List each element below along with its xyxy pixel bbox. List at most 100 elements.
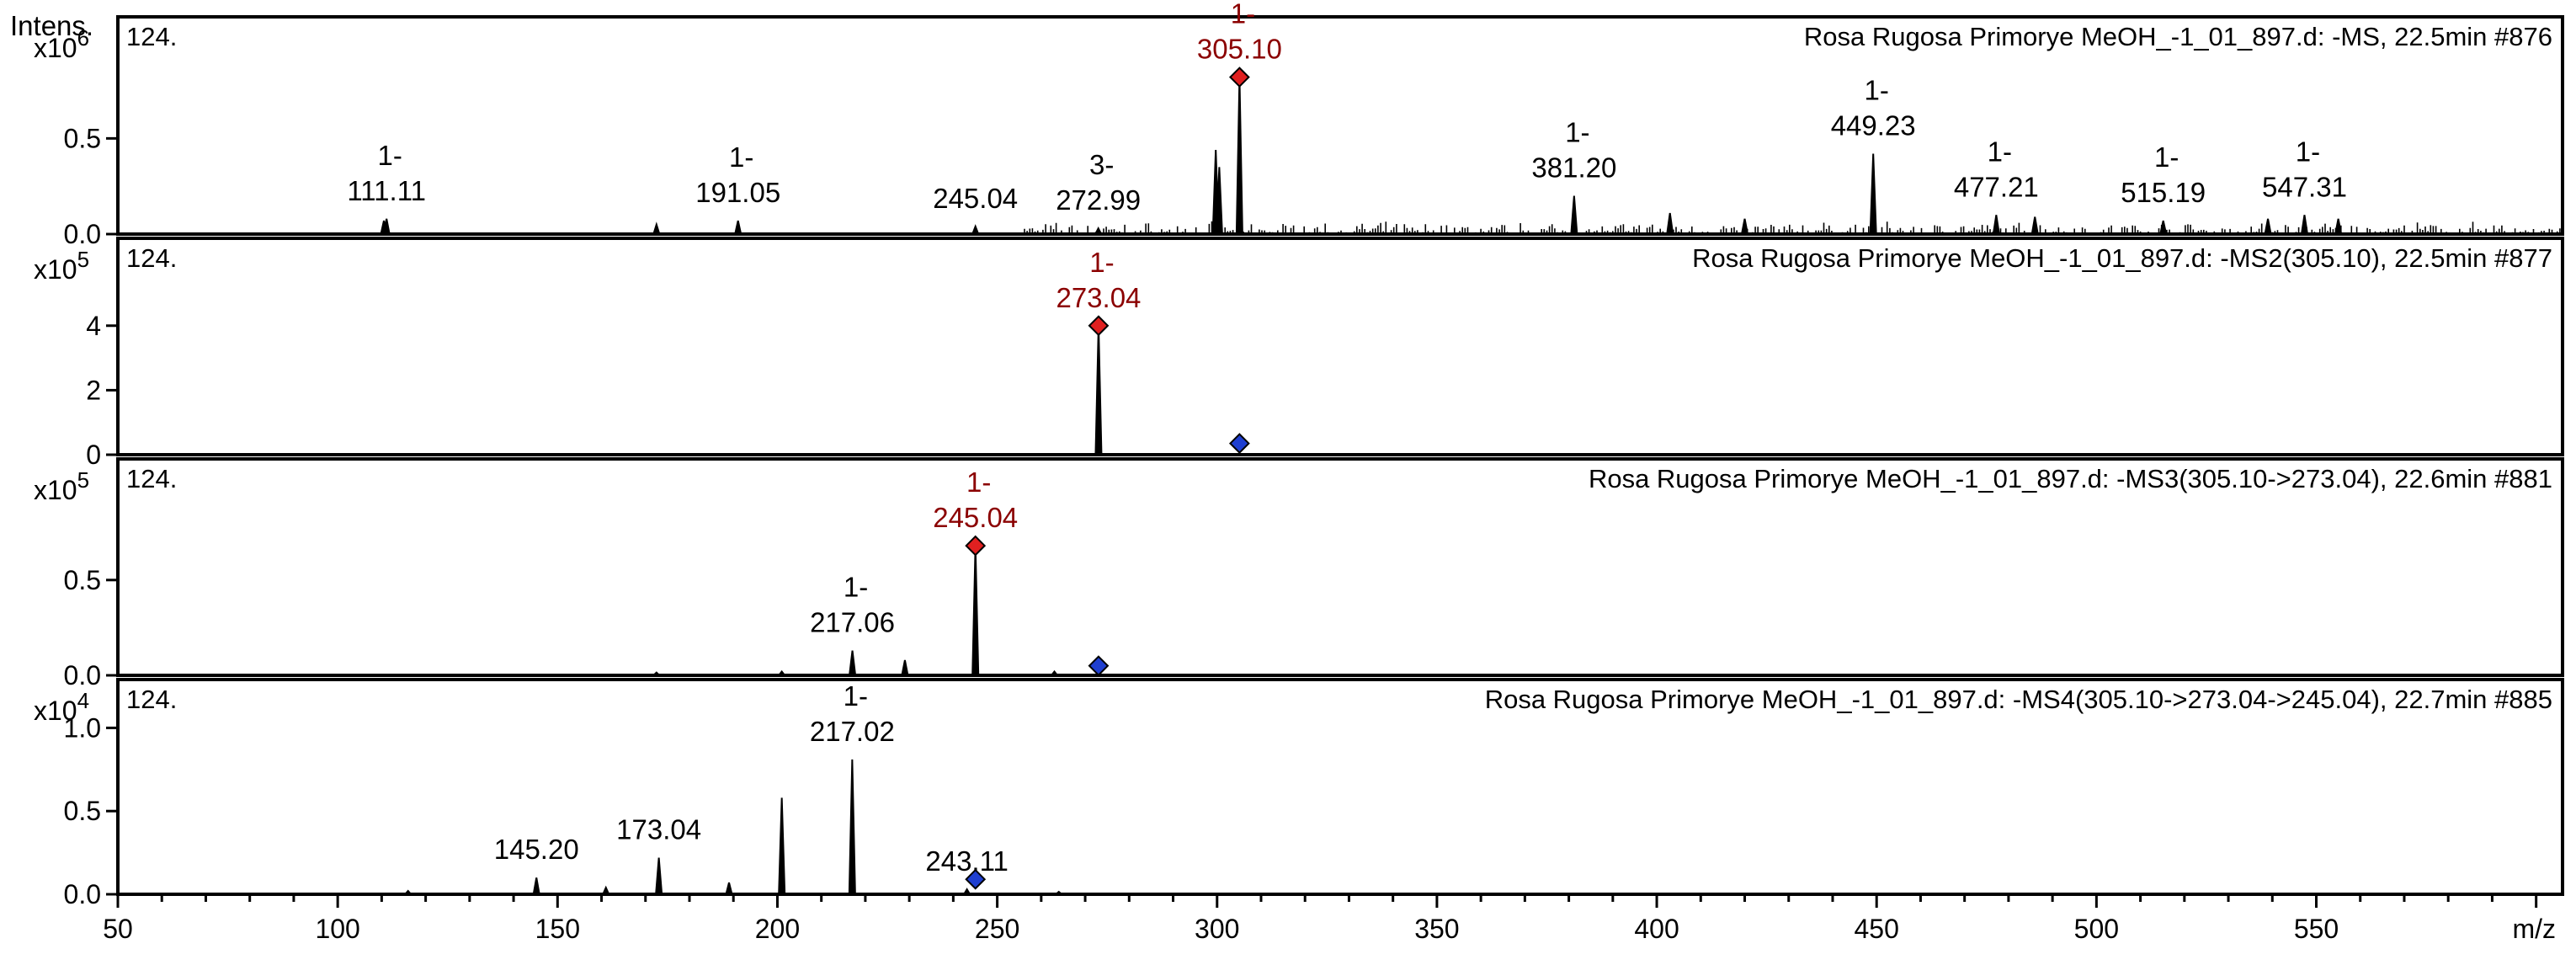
peak-label-MS: 272.99 bbox=[1056, 184, 1141, 216]
precursor-marker-MS bbox=[1228, 67, 1250, 88]
peak-label-MS3: 217.06 bbox=[810, 607, 895, 638]
charge-label-MS: 1- bbox=[1988, 136, 2012, 167]
peak-label-MS2: 273.04 bbox=[1056, 282, 1141, 313]
charge-label-MS: 1- bbox=[2296, 136, 2320, 167]
peak-MS4 bbox=[601, 885, 610, 895]
peak-MS bbox=[2334, 218, 2343, 235]
peak-label-MS4: 145.20 bbox=[494, 834, 579, 865]
peak-MS3 bbox=[777, 669, 787, 676]
panel-frame-MS2 bbox=[116, 237, 2564, 456]
peak-MS2 bbox=[1094, 325, 1103, 456]
peak-label-MS: 547.31 bbox=[2262, 171, 2347, 202]
charge-label-MS: 3- bbox=[1089, 149, 1114, 180]
peak-MS bbox=[2158, 220, 2168, 235]
peak-MS bbox=[1235, 77, 1243, 235]
x-tick-label: 100 bbox=[315, 914, 359, 944]
peak-MS4 bbox=[402, 889, 413, 895]
peak-MS4 bbox=[962, 888, 971, 895]
charge-label-MS: 1- bbox=[729, 141, 753, 173]
intensity-cutoff-MS4: 124. bbox=[126, 685, 177, 714]
peak-label-MS: 305.10 bbox=[1197, 34, 1282, 65]
peak-label-MS: 515.19 bbox=[2121, 177, 2206, 208]
peak-MS4 bbox=[532, 877, 540, 895]
y-tick-label-MS3: 0.0 bbox=[64, 660, 101, 690]
peak-label-MS3: 245.04 bbox=[933, 502, 1018, 533]
panel-title-MS3: Rosa Rugosa Primorye MeOH_-1_01_897.d: -… bbox=[1589, 464, 2552, 493]
peak-MS bbox=[382, 218, 391, 235]
y-tick-label-MS: 0.0 bbox=[64, 219, 101, 249]
charge-label-MS: 1- bbox=[378, 140, 402, 171]
y-tick-label-MS: 0.5 bbox=[64, 123, 101, 153]
charge-label-MS4: 1- bbox=[844, 680, 868, 712]
x-tick-label: 400 bbox=[1634, 914, 1679, 944]
y-exponent-MS3: x105 bbox=[34, 467, 89, 505]
precursor-marker-MS2 bbox=[1088, 315, 1110, 337]
precursor-marker-MS4 bbox=[965, 868, 987, 890]
x-axis-label: m/z bbox=[2512, 914, 2556, 944]
peak-MS4 bbox=[848, 759, 856, 895]
peak-MS4 bbox=[1053, 890, 1064, 895]
panel-title-MS: Rosa Rugosa Primorye MeOH_-1_01_897.d: -… bbox=[1804, 22, 2552, 51]
y-tick-label-MS2: 2 bbox=[86, 375, 101, 405]
x-tick-label: 350 bbox=[1414, 914, 1459, 944]
peak-label-MS: 245.04 bbox=[933, 183, 1018, 214]
charge-label-MS: 1- bbox=[1865, 75, 1889, 106]
precursor-marker-MS3 bbox=[965, 535, 987, 557]
precursor-marker-MS2 bbox=[1228, 433, 1250, 455]
peak-label-MS: 111.11 bbox=[347, 175, 426, 206]
panel-frame-MS4 bbox=[116, 678, 2564, 896]
peak-label-MS4: 243.11 bbox=[925, 845, 1008, 877]
precursor-marker-MS3 bbox=[1088, 655, 1110, 677]
peak-MS bbox=[733, 220, 742, 235]
y-tick-label-MS3: 0.5 bbox=[64, 565, 101, 595]
y-tick-label-MS2: 0 bbox=[86, 440, 101, 470]
x-tick-label: 200 bbox=[755, 914, 800, 944]
peak-MS bbox=[1869, 153, 1877, 235]
peak-MS bbox=[1215, 167, 1223, 235]
peak-MS bbox=[1666, 212, 1674, 235]
peak-label-MS: 381.20 bbox=[1531, 152, 1616, 184]
peak-MS4 bbox=[778, 797, 786, 895]
panel-title-MS4: Rosa Rugosa Primorye MeOH_-1_01_897.d: -… bbox=[1485, 685, 2552, 714]
y-exponent-MS2: x105 bbox=[34, 247, 89, 285]
panel-title-MS2: Rosa Rugosa Primorye MeOH_-1_01_897.d: -… bbox=[1692, 243, 2552, 273]
charge-label-MS3: 1- bbox=[966, 467, 991, 498]
y-tick-label-MS4: 1.0 bbox=[64, 712, 101, 743]
peak-MS3 bbox=[971, 546, 980, 676]
peak-MS bbox=[1094, 226, 1103, 235]
peak-MS bbox=[1992, 215, 2000, 235]
charge-label-MS: 1- bbox=[1231, 0, 1255, 29]
charge-label-MS2: 1- bbox=[1089, 247, 1114, 278]
charge-label-MS: 1- bbox=[1565, 117, 1589, 148]
intensity-cutoff-MS: 124. bbox=[126, 22, 177, 51]
x-tick-label: 500 bbox=[2074, 914, 2119, 944]
peak-MS4 bbox=[655, 857, 663, 895]
x-tick-label: 300 bbox=[1195, 914, 1239, 944]
peak-MS3 bbox=[901, 659, 909, 676]
y-tick-label-MS4: 0.0 bbox=[64, 879, 101, 909]
peak-MS bbox=[971, 224, 980, 235]
y-tick-label-MS4: 0.5 bbox=[64, 796, 101, 826]
intensity-cutoff-MS3: 124. bbox=[126, 464, 177, 493]
y-tick-label-MS2: 4 bbox=[86, 311, 101, 341]
noise-peaks-MS bbox=[1021, 221, 2561, 234]
x-tick-label: 50 bbox=[103, 914, 133, 944]
peak-MS bbox=[652, 221, 661, 235]
x-tick-label: 250 bbox=[975, 914, 1019, 944]
peak-MS3 bbox=[1049, 669, 1060, 676]
peak-MS3 bbox=[651, 671, 662, 676]
intensity-cutoff-MS2: 124. bbox=[126, 243, 177, 273]
peak-MS bbox=[2030, 216, 2039, 235]
peak-label-MS: 191.05 bbox=[695, 177, 780, 208]
panel-frame-MS bbox=[116, 15, 2564, 236]
peak-label-MS: 477.21 bbox=[1954, 171, 2039, 202]
peak-label-MS4: 173.04 bbox=[616, 814, 701, 845]
y-axis-label: Intens. bbox=[10, 10, 93, 41]
peak-MS4 bbox=[725, 882, 733, 895]
charge-label-MS3: 1- bbox=[844, 572, 868, 603]
x-tick-label: 550 bbox=[2294, 914, 2339, 944]
panel-frame-MS3 bbox=[116, 457, 2564, 677]
peak-MS bbox=[1740, 218, 1749, 235]
